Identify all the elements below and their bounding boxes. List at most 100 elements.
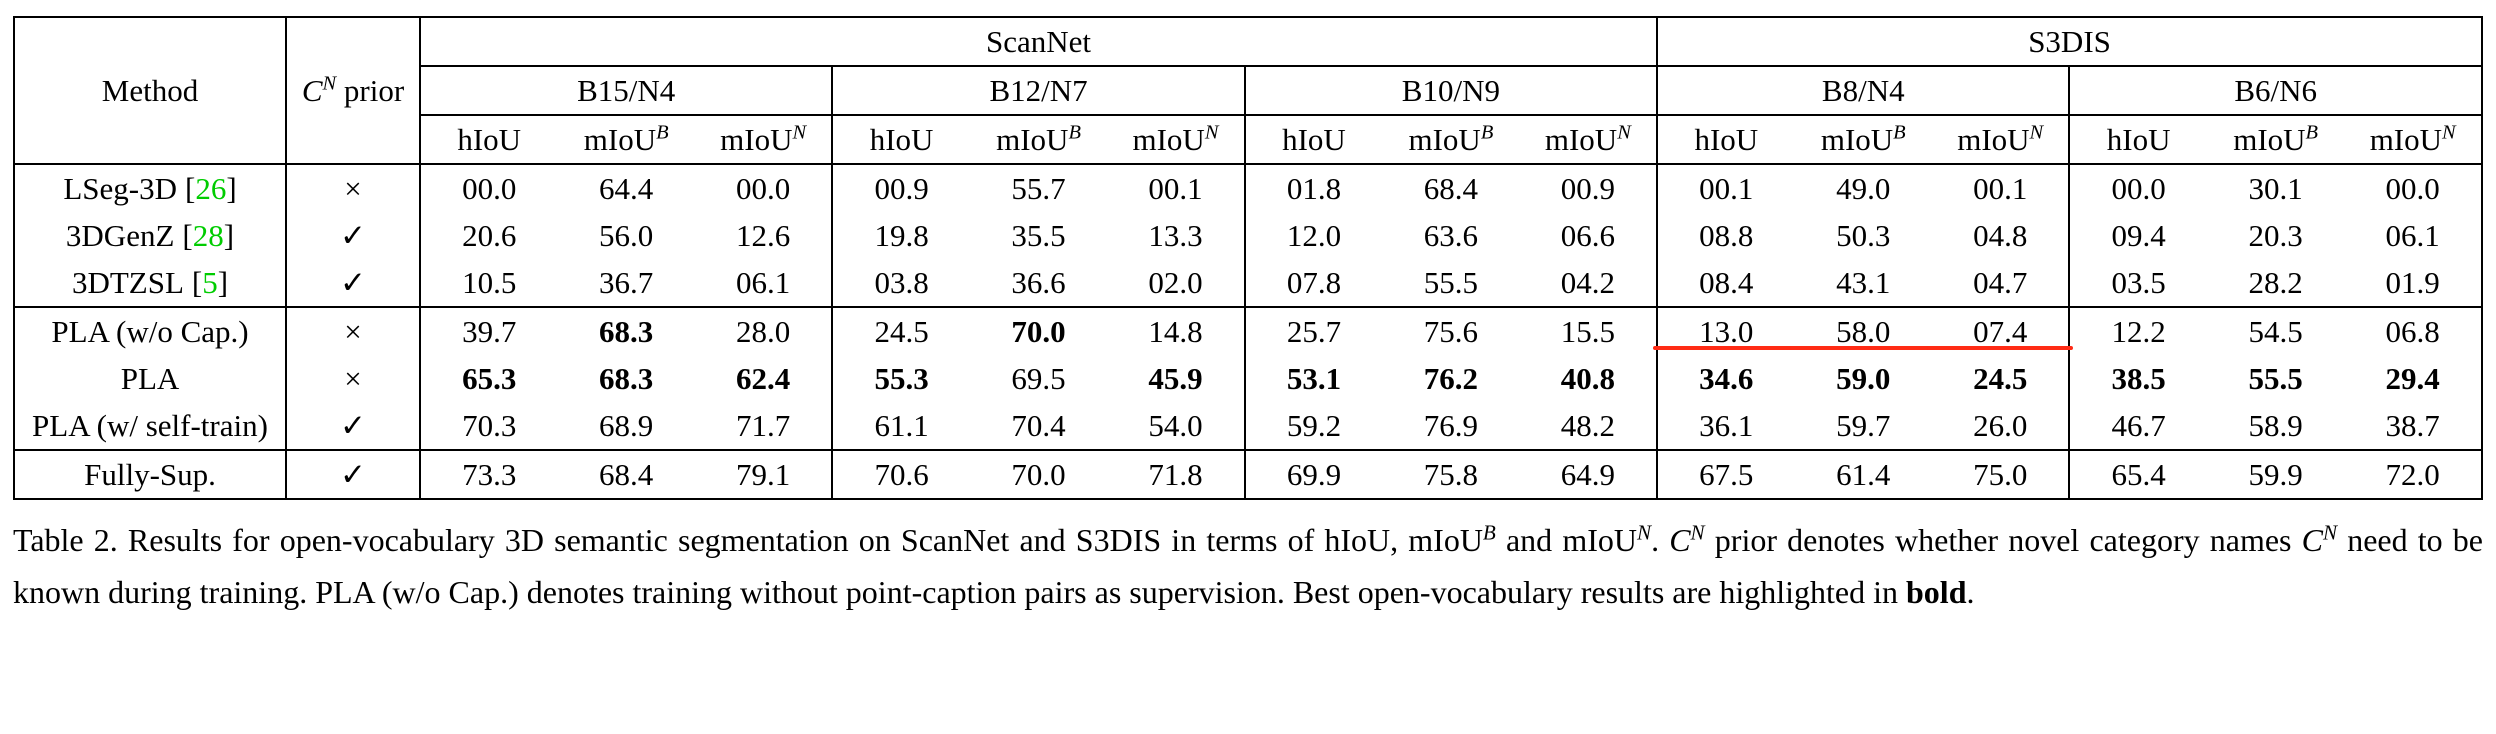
table-row: Fully-Sup. ✓ 73.3 68.4 79.1 70.6 70.0 71.8 69.9 7… <box>14 450 2482 499</box>
value-cell: 25.7 <box>1243 307 1383 355</box>
value-cell: 00.1 <box>1656 164 1795 212</box>
header-partition: B15/N4 <box>418 66 833 116</box>
method-name: 3DGenZ <box>65 217 175 253</box>
caption-mathcal-symbol: C <box>1669 522 1691 558</box>
value-cell: 00.0 <box>2068 164 2207 212</box>
value-cell: 36.7 <box>557 259 695 308</box>
value-cell: 70.4 <box>969 402 1108 451</box>
value-cell: 68.9 <box>557 402 695 451</box>
cite-bracket-close: ] <box>223 217 235 253</box>
value-cell: 53.1 <box>1243 355 1383 402</box>
header-partition: B12/N7 <box>831 66 1245 116</box>
value-cell: 20.3 <box>2248 217 2303 253</box>
header-dataset: ScanNet <box>418 17 1658 67</box>
value-cell: 13.0 <box>1654 307 1802 355</box>
results-table: Method CN prior ScanNet S3DIS B15/N4 B12/N7 B1… <box>13 16 2483 500</box>
value-cell: 75.0 <box>1973 456 2028 492</box>
header-metric: mIoUN <box>1519 115 1658 165</box>
value-cell: 58.9 <box>2206 402 2345 451</box>
value-cell: 13.3 <box>1148 217 1203 253</box>
value-cell: 30.1 <box>2248 170 2303 206</box>
value-cell: 10.5 <box>418 259 558 308</box>
metric-name: hIoU <box>1694 121 1759 157</box>
citation-link[interactable]: 28 <box>192 217 224 253</box>
header-metric: hIoU <box>1243 115 1383 165</box>
header-metric: mIoUB <box>969 115 1108 165</box>
citation-link[interactable]: 26 <box>195 170 227 206</box>
citation-link[interactable]: 5 <box>202 264 218 300</box>
method-name: 3DTZSL <box>71 264 184 300</box>
table-row: LSeg-3D [26] × 00.0 64.4 00.0 00.9 55.7 00.1 01.8… <box>14 164 2482 212</box>
method-name: LSeg-3D <box>63 170 177 206</box>
value-cell: 12.2 <box>2068 307 2207 355</box>
value-cell: 68.3 <box>599 313 654 349</box>
value-cell: 06.1 <box>2385 217 2440 253</box>
value-cell: 59.9 <box>2248 456 2303 492</box>
value-cell: 64.9 <box>1560 456 1615 492</box>
value-cell: 62.4 <box>736 360 791 396</box>
value-cell: 04.8 <box>1973 217 2028 253</box>
header-metric: mIoUN <box>694 115 833 165</box>
metric-name: mIoU <box>1957 121 2030 157</box>
value-cell: 36.1 <box>1656 402 1795 451</box>
metric-name: hIoU <box>1282 121 1346 157</box>
value-cell: 20.6 <box>418 212 558 259</box>
prior-cell: ✓ <box>285 212 420 259</box>
header-metric: hIoU <box>1656 115 1795 165</box>
value-cell: 00.0 <box>2385 170 2440 206</box>
caption-text: need to be known during training. PLA (w… <box>13 522 2483 610</box>
value-cell: 04.2 <box>1519 259 1658 308</box>
caption-text: Table 2. Results for open-vocabulary 3D … <box>13 522 1483 558</box>
metric-superscript: N <box>2442 121 2456 144</box>
value-cell: 69.9 <box>1243 450 1383 499</box>
value-cell: 08.8 <box>1656 212 1795 259</box>
cite-bracket-close: ] <box>217 264 229 300</box>
value-cell: 06.8 <box>2385 313 2440 349</box>
value-cell: 00.9 <box>1560 170 1615 206</box>
metric-superscript: B <box>2305 121 2319 144</box>
value-cell: 61.1 <box>831 402 970 451</box>
value-cell: 06.6 <box>1560 217 1615 253</box>
value-cell: 48.2 <box>1519 402 1658 451</box>
value-cell: 65.4 <box>2068 450 2207 499</box>
method-name: PLA (w/o Cap.) <box>51 313 249 349</box>
prior-cell: ✓ <box>285 450 420 499</box>
header-metric: hIoU <box>831 115 970 165</box>
value-cell: 70.6 <box>831 450 970 499</box>
method-cell: 3DTZSL [5] <box>14 259 286 308</box>
value-cell: 54.0 <box>1107 402 1245 451</box>
value-cell: 00.9 <box>831 164 970 212</box>
value-cell: 63.6 <box>1423 217 1479 253</box>
caption-text: . <box>1651 522 1670 558</box>
table-caption: Table 2. Results for open-vocabulary 3D … <box>13 515 2483 619</box>
header-metric: mIoUB <box>1794 115 1932 165</box>
table-body: LSeg-3D [26] × 00.0 64.4 00.0 00.9 55.7 00.1 01.8… <box>14 164 2482 499</box>
value-cell: 03.5 <box>2068 259 2207 308</box>
value-cell: 56.0 <box>599 217 654 253</box>
value-cell: 61.4 <box>1836 456 1891 492</box>
value-cell: 00.0 <box>418 164 558 212</box>
method-cell: Fully-Sup. <box>14 450 286 499</box>
value-cell: 70.3 <box>418 402 558 451</box>
value-cell: 65.3 <box>418 355 558 402</box>
metric-superscript: B <box>1068 121 1081 144</box>
header-row-partitions: B15/N4 B12/N7 B10/N9 B8/N4 B6/N6 <box>14 66 2482 116</box>
value-cell: 54.5 <box>2248 313 2303 349</box>
caption-text: and mIoU <box>1495 522 1637 558</box>
caption-bold-text: bold <box>1906 573 1967 610</box>
value-cell: 15.5 <box>1560 313 1615 349</box>
value-cell: 67.5 <box>1656 450 1795 499</box>
value-cell: 40.8 <box>1560 360 1615 396</box>
value-cell: 55.7 <box>1011 170 1066 206</box>
value-cell: 01.9 <box>2344 259 2482 308</box>
method-name: PLA (w/ self-train) <box>32 407 268 443</box>
value-cell: 24.5 <box>831 307 970 355</box>
prior-cell: ✓ <box>285 259 420 308</box>
caption-text: . <box>1966 573 1975 610</box>
metric-superscript: B <box>1893 121 1906 144</box>
header-metric: mIoUN <box>1931 115 2070 165</box>
method-cell: PLA (w/ self-train) <box>14 402 286 451</box>
metric-name: mIoU <box>583 121 657 157</box>
value-cell: 03.8 <box>831 259 970 308</box>
metric-name: hIoU <box>457 121 522 157</box>
